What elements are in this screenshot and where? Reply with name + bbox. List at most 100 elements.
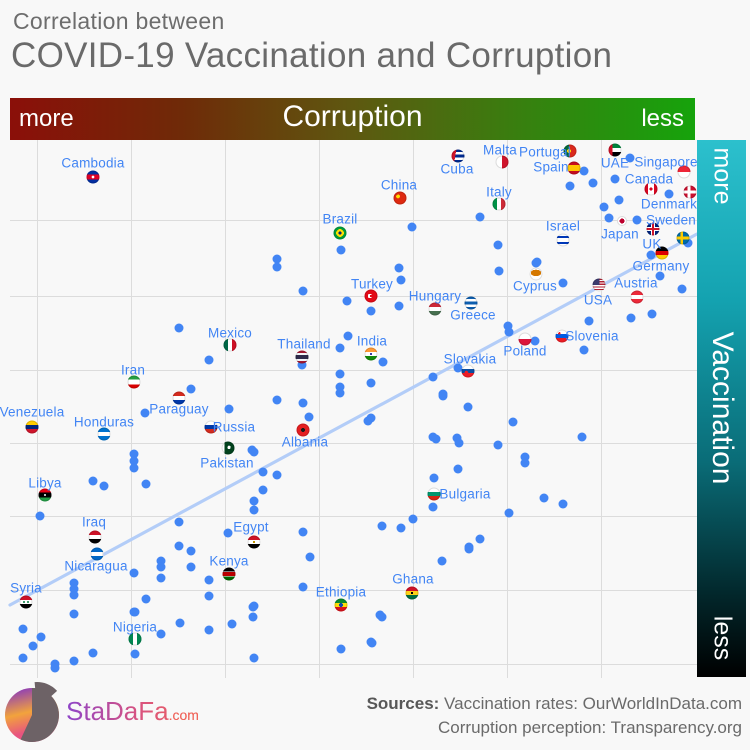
data-point [69,656,79,666]
vaccination-more-label: more [708,147,736,205]
vaccination-less-label: less [708,615,736,661]
data-point [565,181,575,191]
data-point [396,275,406,285]
data-point [28,641,38,651]
data-point [249,505,259,515]
data-point [493,240,503,250]
data-point [204,591,214,601]
country-label: Libya [28,475,62,491]
gridline-horizontal [10,220,697,221]
cuba-flag-icon [451,149,465,163]
data-point [558,499,568,509]
country-label: UAE [600,155,630,171]
data-point [428,502,438,512]
data-point [407,222,417,232]
data-point [363,416,373,426]
data-point [305,552,315,562]
data-point [174,323,184,333]
vaccination-axis-title: Vaccination [705,331,739,485]
country-label: Russia [212,419,256,435]
data-point [129,463,139,473]
country-label: Paraguay [149,401,209,417]
uae-flag-icon [608,143,622,157]
data-point [224,404,234,414]
country-label: Israel [545,218,581,234]
country-label: Singapore [634,154,698,170]
data-point [258,485,268,495]
data-point [156,573,166,583]
data-point [223,528,233,538]
data-point [577,432,587,442]
country-label: Cambodia [61,155,125,171]
data-point [494,266,504,276]
india-flag-icon [364,347,378,361]
cambodia-flag-icon [86,170,100,184]
pakistan-flag-icon [221,441,235,455]
data-point [520,458,530,468]
footer: StaDaFa.com Sources: Vaccination rates: … [0,676,750,750]
data-point [204,355,214,365]
data-point [508,417,518,427]
country-label: Turkey [351,276,393,292]
portugal-flag-icon [563,144,577,158]
data-point [36,632,46,642]
usa-flag-icon [592,278,606,292]
data-point [335,369,345,379]
country-label: Egypt [233,519,269,535]
data-point [304,412,314,422]
data-point [227,619,237,629]
corruption-less-label: less [641,105,684,132]
country-label: Honduras [73,414,135,430]
data-point [156,629,166,639]
country-label: USA [583,292,613,308]
data-point [249,653,259,663]
gridline-horizontal [10,370,697,371]
data-point [50,663,60,673]
data-point [99,481,109,491]
sources-block: Sources: Vaccination rates: OurWorldInDa… [367,692,742,739]
corruption-axis-title: Corruption [282,100,423,133]
data-point [130,649,140,659]
data-point [272,470,282,480]
brand-domain-suffix: .com [168,707,199,723]
data-point [140,408,150,418]
country-label: Japan [601,226,639,242]
brand-text[interactable]: StaDaFa.com [66,696,199,727]
data-point [141,594,151,604]
data-point [130,607,140,617]
data-point [342,296,352,306]
data-point [437,556,447,566]
data-point [141,479,151,489]
country-label: Germany [632,258,690,274]
country-label: China [380,177,418,193]
data-point [610,174,620,184]
data-point [35,511,45,521]
ethiopia-flag-icon [334,598,348,612]
data-point [366,306,376,316]
country-label: Sweden [646,212,696,228]
country-label: Pakistan [200,455,254,471]
data-point [69,609,79,619]
data-point [625,153,635,163]
data-point [475,212,485,222]
data-point [408,514,418,524]
country-label: Iran [120,362,146,378]
chart-subtitle: Correlation between [13,8,225,34]
country-label: Mexico [208,325,252,341]
country-label: Italy [486,184,512,200]
country-label: Nigeria [112,619,158,635]
vaccination-axis-bar: more Vaccination less [697,140,746,677]
country-label: Portugal [519,144,571,160]
data-point [204,575,214,585]
data-point [504,508,514,518]
corruption-more-label: more [19,105,74,132]
data-point [531,258,541,268]
country-label: Malta [482,142,518,158]
country-label: India [356,333,388,349]
data-point [539,493,549,503]
country-label: Venezuela [0,404,65,420]
data-point [475,534,485,544]
country-label: Syria [10,580,42,596]
data-point [343,331,353,341]
brand-name: StaDaFa [66,696,169,726]
